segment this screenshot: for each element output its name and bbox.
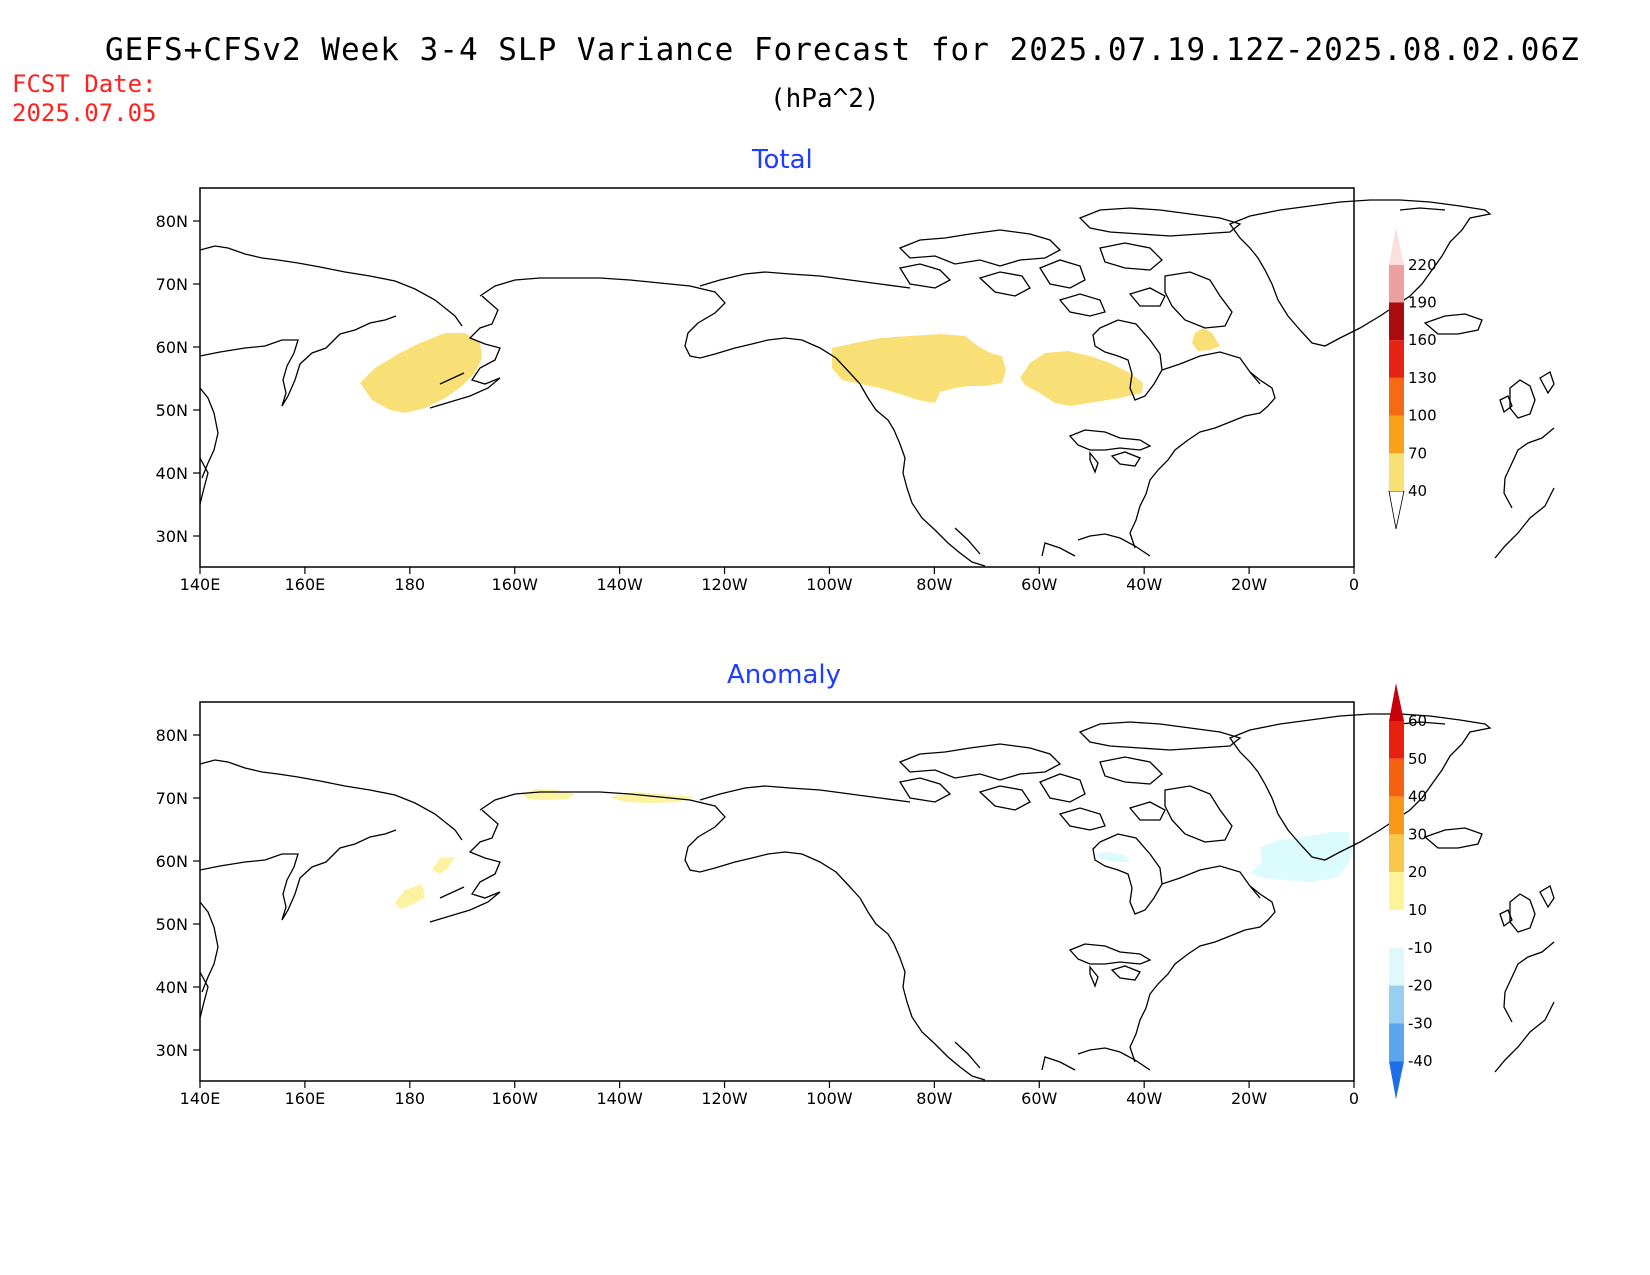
lon-tick-label: 0 (1349, 1089, 1359, 1108)
lon-tick-label: 120W (701, 1089, 748, 1108)
anomaly-shade-bering-2 (395, 884, 425, 909)
lon-tick-label: 80W (916, 575, 952, 594)
forecast-date-block: FCST Date: 2025.07.05 (12, 70, 157, 128)
anomaly-shade-iceland (1250, 832, 1352, 882)
colorbar-tick-label: 220 (1408, 256, 1437, 274)
lon-tick-label: 160W (492, 1089, 539, 1108)
colorbar-swatch (1389, 1023, 1404, 1062)
colorbar-tick-label: 10 (1408, 901, 1427, 919)
lon-tick-label: 140E (180, 1089, 221, 1108)
colorbar-swatch (1389, 872, 1404, 910)
lon-tick-label: 80W (916, 1089, 952, 1108)
lat-tick-label: 70N (156, 275, 188, 294)
lon-tick-label: 180 (395, 575, 426, 594)
colorbar-tick-label: 40 (1408, 482, 1427, 500)
total-colorbar: 40 70 100 130 160 190 220 (1388, 227, 1437, 530)
colorbar-tick-label: -20 (1408, 977, 1433, 995)
lon-tick-label: 140W (596, 1089, 643, 1108)
lat-tick-label: 30N (156, 1041, 188, 1060)
lat-tick-label: 50N (156, 401, 188, 420)
lon-tick-label: 120W (701, 575, 748, 594)
total-shade-labrador (1020, 351, 1143, 406)
lat-tick-label: 30N (156, 527, 188, 546)
colorbar-lower-arrow (1388, 490, 1405, 530)
lon-tick-label: 100W (806, 1089, 853, 1108)
lat-tick-label: 60N (156, 852, 188, 871)
units-label: (hPa^2) (770, 84, 880, 114)
colorbar-tick-label: 20 (1408, 863, 1427, 881)
colorbar-tick-label: 190 (1408, 294, 1437, 312)
colorbar-swatch (1389, 947, 1404, 986)
colorbar-swatch (1389, 758, 1404, 797)
forecast-date-value: 2025.07.05 (12, 99, 157, 127)
lon-tick-label: 60W (1021, 575, 1057, 594)
lat-tick-label: 70N (156, 789, 188, 808)
anomaly-panel-title: Anomaly (727, 660, 842, 690)
colorbar-swatch (1389, 721, 1404, 759)
colorbar-swatch (1389, 415, 1404, 454)
lon-tick-label: 140E (180, 575, 221, 594)
total-axes: 80N 70N 60N 50N 40N 30N 140E 160E 180 160W 140W 120… (156, 212, 1359, 594)
lon-tick-label: 40W (1126, 575, 1162, 594)
colorbar-tick-label: 30 (1408, 825, 1427, 843)
colorbar-tick-label: -10 (1408, 939, 1433, 957)
colorbar-tick-label: -40 (1408, 1052, 1433, 1070)
lat-tick-label: 80N (156, 212, 188, 231)
colorbar-tick-label: 100 (1408, 407, 1437, 425)
colorbar-tick-label: -30 (1408, 1014, 1433, 1032)
lon-tick-label: 20W (1231, 1089, 1267, 1108)
anomaly-map (199, 701, 1555, 1082)
lon-tick-label: 40W (1126, 1089, 1162, 1108)
forecast-date-label: FCST Date: (12, 70, 157, 98)
colorbar-swatch (1389, 453, 1404, 491)
anomaly-axes: 80N 70N 60N 50N 40N 30N 140E 160E 180 160W 140W 120… (156, 726, 1359, 1108)
colorbar-tick-label: 130 (1408, 369, 1437, 387)
lon-tick-label: 160W (492, 575, 539, 594)
total-shade-hudson (832, 334, 1006, 403)
colorbar-lower-arrow (1389, 1061, 1404, 1100)
chart-title: GEFS+CFSv2 Week 3-4 SLP Variance Forecas… (105, 32, 1580, 68)
anomaly-colorbar: 60 50 40 30 20 10 -10 -20 -30 -40 (1389, 683, 1433, 1100)
colorbar-tick-label: 50 (1408, 750, 1427, 768)
anomaly-shade-greenland (1095, 852, 1130, 862)
lat-tick-label: 40N (156, 464, 188, 483)
lon-tick-label: 0 (1349, 575, 1359, 594)
colorbar-swatch (1389, 377, 1404, 416)
colorbar-swatch (1389, 340, 1404, 378)
colorbar-swatch (1389, 302, 1404, 341)
lon-tick-label: 160E (285, 575, 326, 594)
colorbar-tick-label: 70 (1408, 444, 1427, 462)
lon-tick-label: 160E (285, 1089, 326, 1108)
lon-tick-label: 180 (395, 1089, 426, 1108)
anomaly-shade-bering-1 (432, 857, 455, 874)
colorbar-tick-label: 60 (1408, 712, 1427, 730)
colorbar-tick-label: 40 (1408, 788, 1427, 806)
lon-tick-label: 100W (806, 575, 853, 594)
colorbar-swatch (1389, 834, 1404, 873)
colorbar-swatch (1389, 985, 1404, 1024)
total-shade-greenland-sea (1192, 328, 1220, 351)
lat-tick-label: 60N (156, 338, 188, 357)
colorbar-upper-arrow (1389, 683, 1404, 721)
lat-tick-label: 80N (156, 726, 188, 745)
lon-tick-label: 20W (1231, 575, 1267, 594)
colorbar-tick-label: 160 (1408, 331, 1437, 349)
colorbar-swatch (1389, 264, 1404, 303)
lon-tick-label: 60W (1021, 1089, 1057, 1108)
total-map (199, 187, 1555, 568)
total-panel-title: Total (752, 145, 813, 175)
colorbar-swatch (1389, 910, 1404, 948)
lat-tick-label: 40N (156, 978, 188, 997)
lat-tick-label: 50N (156, 915, 188, 934)
colorbar-swatch (1389, 796, 1404, 835)
colorbar-upper-arrow (1389, 227, 1404, 265)
total-shade-bering (360, 333, 482, 413)
lon-tick-label: 140W (596, 575, 643, 594)
